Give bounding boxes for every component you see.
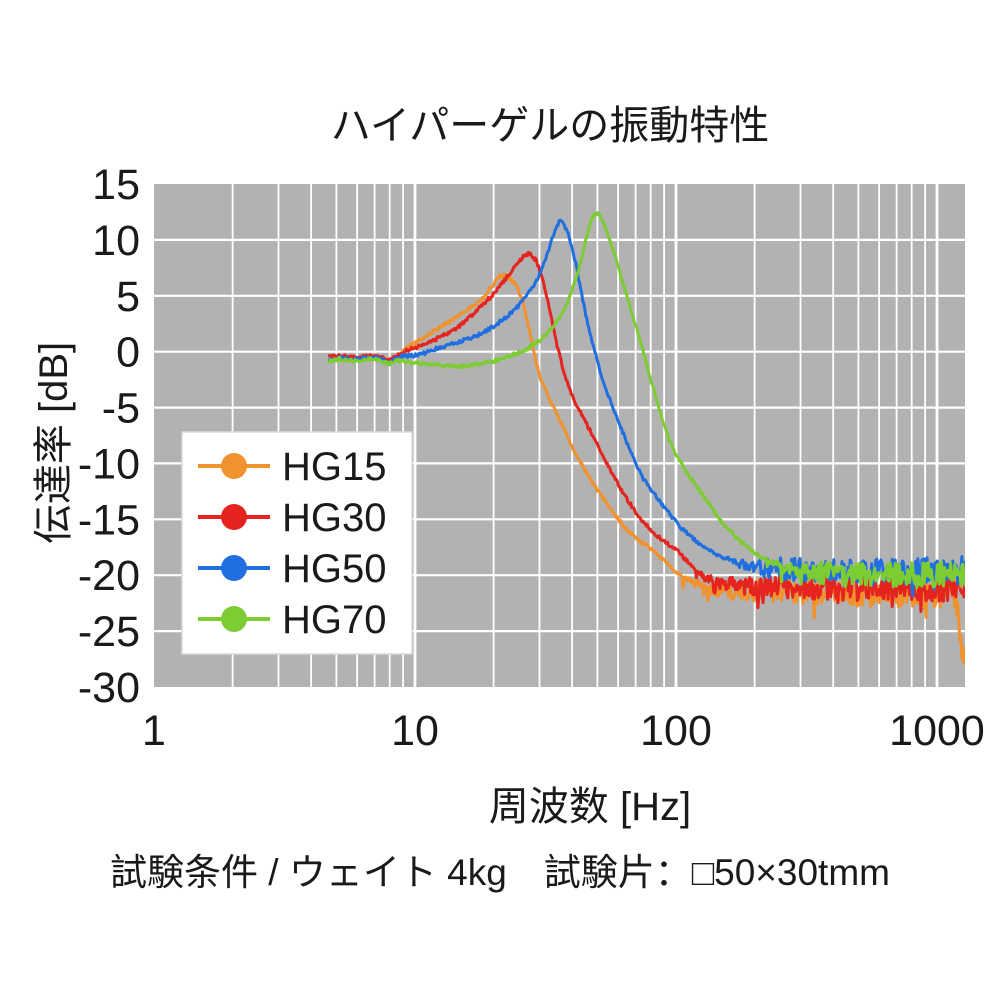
y-tick-label: 0 — [116, 329, 140, 377]
x-tick-label: 1000 — [889, 707, 985, 755]
curve-HG30 — [327, 250, 965, 613]
legend-label-HG15: HG15 — [282, 445, 387, 489]
legend-label-HG30: HG30 — [282, 496, 387, 540]
y-tick-label: -20 — [78, 552, 140, 600]
x-tick-label: 10 — [391, 707, 439, 755]
y-tick-label: 15 — [92, 161, 140, 209]
legend-marker-HG50 — [221, 555, 247, 581]
chart-title: ハイパーゲルの振動特性 — [330, 104, 770, 148]
legend-label-HG50: HG50 — [282, 547, 387, 591]
legend-marker-HG15 — [221, 453, 247, 479]
y-tick-label: -30 — [78, 664, 140, 712]
y-tick-label: 10 — [92, 217, 140, 265]
curve-HG15 — [327, 272, 965, 665]
x-tick-label: 1 — [142, 707, 166, 755]
x-axis-label: 周波数 [Hz] — [488, 785, 692, 829]
y-tick-label: -5 — [102, 385, 140, 433]
legend-marker-HG70 — [221, 606, 247, 632]
y-axis-label: 伝達率 [dB] — [32, 341, 76, 545]
x-tick-label: 100 — [640, 707, 712, 755]
legend-marker-HG30 — [221, 504, 247, 530]
y-tick-label: -10 — [78, 440, 140, 488]
test-conditions-note: 試験条件 / ウェイト 4kg 試験片：□50×30tmm — [110, 852, 890, 893]
y-tick-label: -25 — [78, 608, 140, 656]
y-tick-label: 5 — [116, 273, 140, 321]
curve-HG70 — [327, 211, 965, 589]
legend-label-HG70: HG70 — [282, 598, 387, 642]
y-tick-label: -15 — [78, 496, 140, 544]
